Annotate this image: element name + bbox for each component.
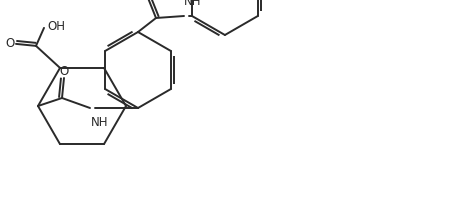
Text: NH: NH bbox=[184, 0, 201, 8]
Text: OH: OH bbox=[47, 20, 65, 33]
Text: O: O bbox=[59, 64, 68, 77]
Text: O: O bbox=[5, 37, 15, 50]
Text: NH: NH bbox=[91, 116, 108, 129]
